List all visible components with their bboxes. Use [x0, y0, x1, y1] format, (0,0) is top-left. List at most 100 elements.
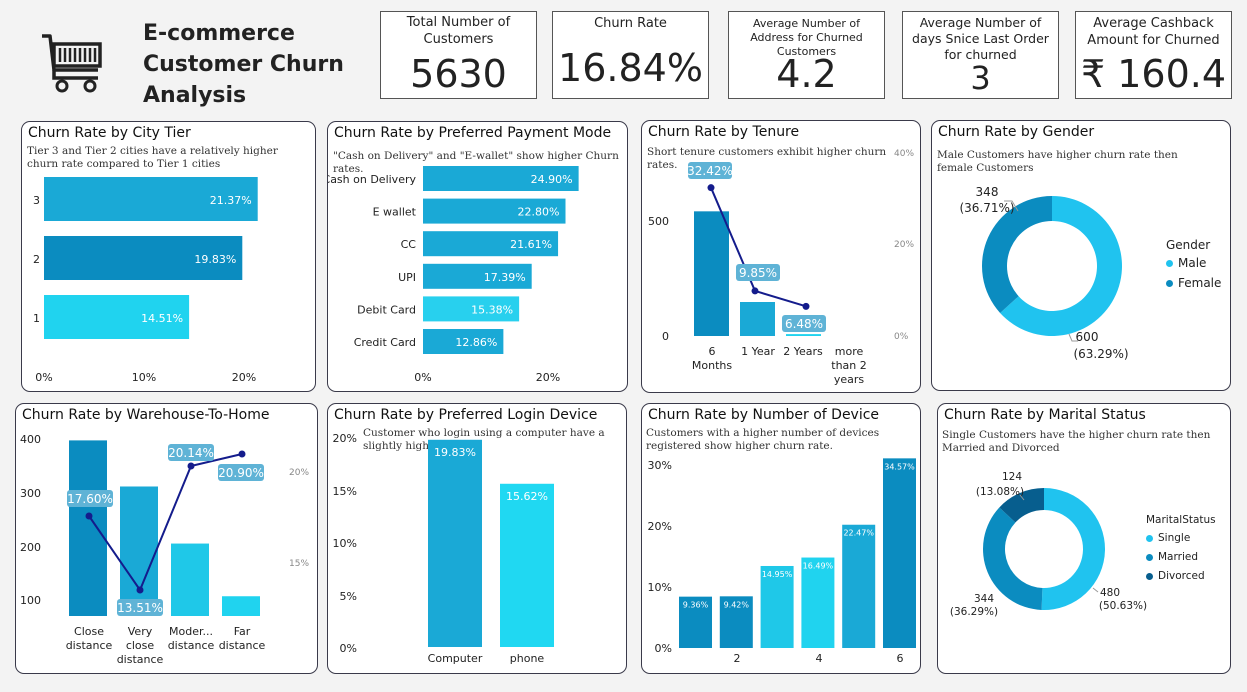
data-label: 19.83% — [194, 253, 236, 266]
data-label: 17.39% — [484, 271, 526, 284]
data-label: (36.71%) — [959, 201, 1014, 215]
legend-item-female: Female — [1166, 276, 1221, 290]
category-label: Cash on Delivery — [328, 173, 416, 186]
bar — [428, 439, 482, 647]
category-label: Credit Card — [354, 336, 416, 349]
y-tick-label: 20% — [333, 432, 357, 445]
data-label: 9.36% — [683, 601, 709, 610]
kpi-value: 5630 — [410, 52, 507, 96]
y-tick-label: 0% — [655, 642, 672, 655]
data-label: 12.86% — [455, 336, 497, 349]
data-label: 24.90% — [531, 173, 573, 186]
kpi-value: ₹ 160.4 — [1080, 52, 1227, 96]
x-tick-label: years — [834, 373, 865, 386]
x-tick-label: distance — [168, 639, 215, 652]
chart-title: Churn Rate by City Tier — [28, 125, 191, 141]
kpi-total-customers: Total Number of Customers 5630 — [380, 11, 537, 99]
bar — [500, 483, 554, 647]
y-tick-label: 30% — [648, 459, 672, 472]
bar — [423, 198, 566, 224]
chart-login-device: Churn Rate by Preferred Login Device Cus… — [327, 403, 627, 674]
chart-title: Churn Rate by Gender — [938, 124, 1095, 140]
y-tick-label: 0 — [662, 330, 669, 343]
chart-city-tier: Churn Rate by City Tier Tier 3 and Tier … — [21, 121, 316, 392]
y2-tick-label: 20% — [894, 240, 914, 250]
donut-segment-female — [982, 196, 1052, 313]
kpi-value: 4.2 — [776, 52, 837, 96]
leader-line — [1092, 587, 1099, 593]
chart-title: Churn Rate by Warehouse-To-Home — [22, 407, 270, 423]
y-tick-label: 200 — [20, 541, 41, 554]
x-tick-label: 20% — [232, 371, 256, 384]
gender-legend: Gender Male Female — [1166, 238, 1221, 290]
bar — [679, 596, 712, 648]
x-tick-label: 20% — [536, 371, 560, 384]
bar — [44, 295, 190, 339]
category-label: Debit Card — [357, 303, 416, 316]
kpi-value: 16.84% — [558, 46, 703, 90]
chart-number-of-device: Churn Rate by Number of Device Customers… — [641, 403, 921, 674]
data-label: 17.60% — [67, 492, 113, 506]
line-point — [751, 287, 759, 295]
x-tick-label: Months — [692, 359, 732, 372]
chart-gender: Churn Rate by Gender Male Customers have… — [931, 120, 1231, 391]
page-title: E-commerce Customer Churn Analysis — [143, 21, 344, 108]
chart-subtitle: Short tenure customers exhibit higher ch… — [647, 146, 887, 171]
data-label-bg — [688, 162, 732, 179]
y2-tick-label: 40% — [894, 149, 914, 159]
legend-title: Gender — [1166, 238, 1211, 252]
category-label: CC — [401, 238, 417, 251]
x-tick-label: 0% — [35, 371, 52, 384]
bar — [44, 177, 258, 221]
data-label: 9.85% — [739, 266, 777, 280]
bar — [842, 524, 876, 648]
bar — [69, 440, 107, 616]
legend-item-single: Single — [1146, 532, 1216, 544]
bar — [760, 565, 794, 648]
data-label: 480 — [1100, 587, 1120, 599]
data-label-bg — [218, 464, 264, 481]
x-tick-label: more — [835, 345, 864, 358]
bar — [694, 211, 729, 336]
donut-segment — [999, 488, 1044, 523]
data-label: 344 — [974, 593, 994, 605]
legend-item-divorced: Divorced — [1146, 570, 1216, 582]
data-label-bg — [168, 444, 214, 461]
bar — [423, 231, 559, 257]
data-label: (50.63%) — [1099, 600, 1147, 612]
data-label: 21.37% — [210, 194, 252, 207]
y2-tick-label: 15% — [289, 559, 309, 569]
data-label: 124 — [1002, 471, 1022, 483]
x-tick-label: Far — [234, 625, 251, 638]
category-label: 3 — [33, 194, 40, 207]
data-label: 14.95% — [762, 570, 793, 579]
x-tick-label: 6 — [897, 652, 904, 665]
chart-warehouse-to-home: Churn Rate by Warehouse-To-Home 400 300 20… — [15, 403, 318, 674]
legend-item-male: Male — [1166, 256, 1221, 270]
legend-title: MaritalStatus — [1146, 514, 1216, 526]
x-tick-label: 4 — [816, 652, 823, 665]
category-label: 1 — [33, 312, 40, 325]
data-label: 19.83% — [434, 446, 476, 459]
leader-line — [1019, 494, 1025, 501]
bar — [222, 596, 260, 616]
chart-subtitle: Customers with a higher number of device… — [646, 427, 880, 452]
data-label: 16.49% — [803, 562, 834, 571]
x-tick-label: Close — [74, 625, 104, 638]
bar — [423, 296, 520, 322]
data-label: 9.42% — [724, 600, 750, 609]
x-tick-label: 6 — [709, 345, 716, 358]
line-point — [136, 586, 144, 594]
chart-title: Churn Rate by Preferred Login Device — [334, 407, 598, 423]
chart-subtitle: Tier 3 and Tier 2 cities have a relative… — [27, 145, 278, 170]
data-label: (63.29%) — [1073, 347, 1128, 361]
x-tick-label: distance — [219, 639, 266, 652]
data-label: 348 — [976, 185, 999, 199]
data-label-bg — [67, 490, 113, 507]
bar — [786, 334, 821, 336]
data-label: 14.51% — [141, 312, 183, 325]
category-label: UPI — [398, 271, 416, 284]
kpi-label: Average Number of Address for Churned Cu… — [750, 17, 863, 58]
data-label: 21.61% — [510, 238, 552, 251]
